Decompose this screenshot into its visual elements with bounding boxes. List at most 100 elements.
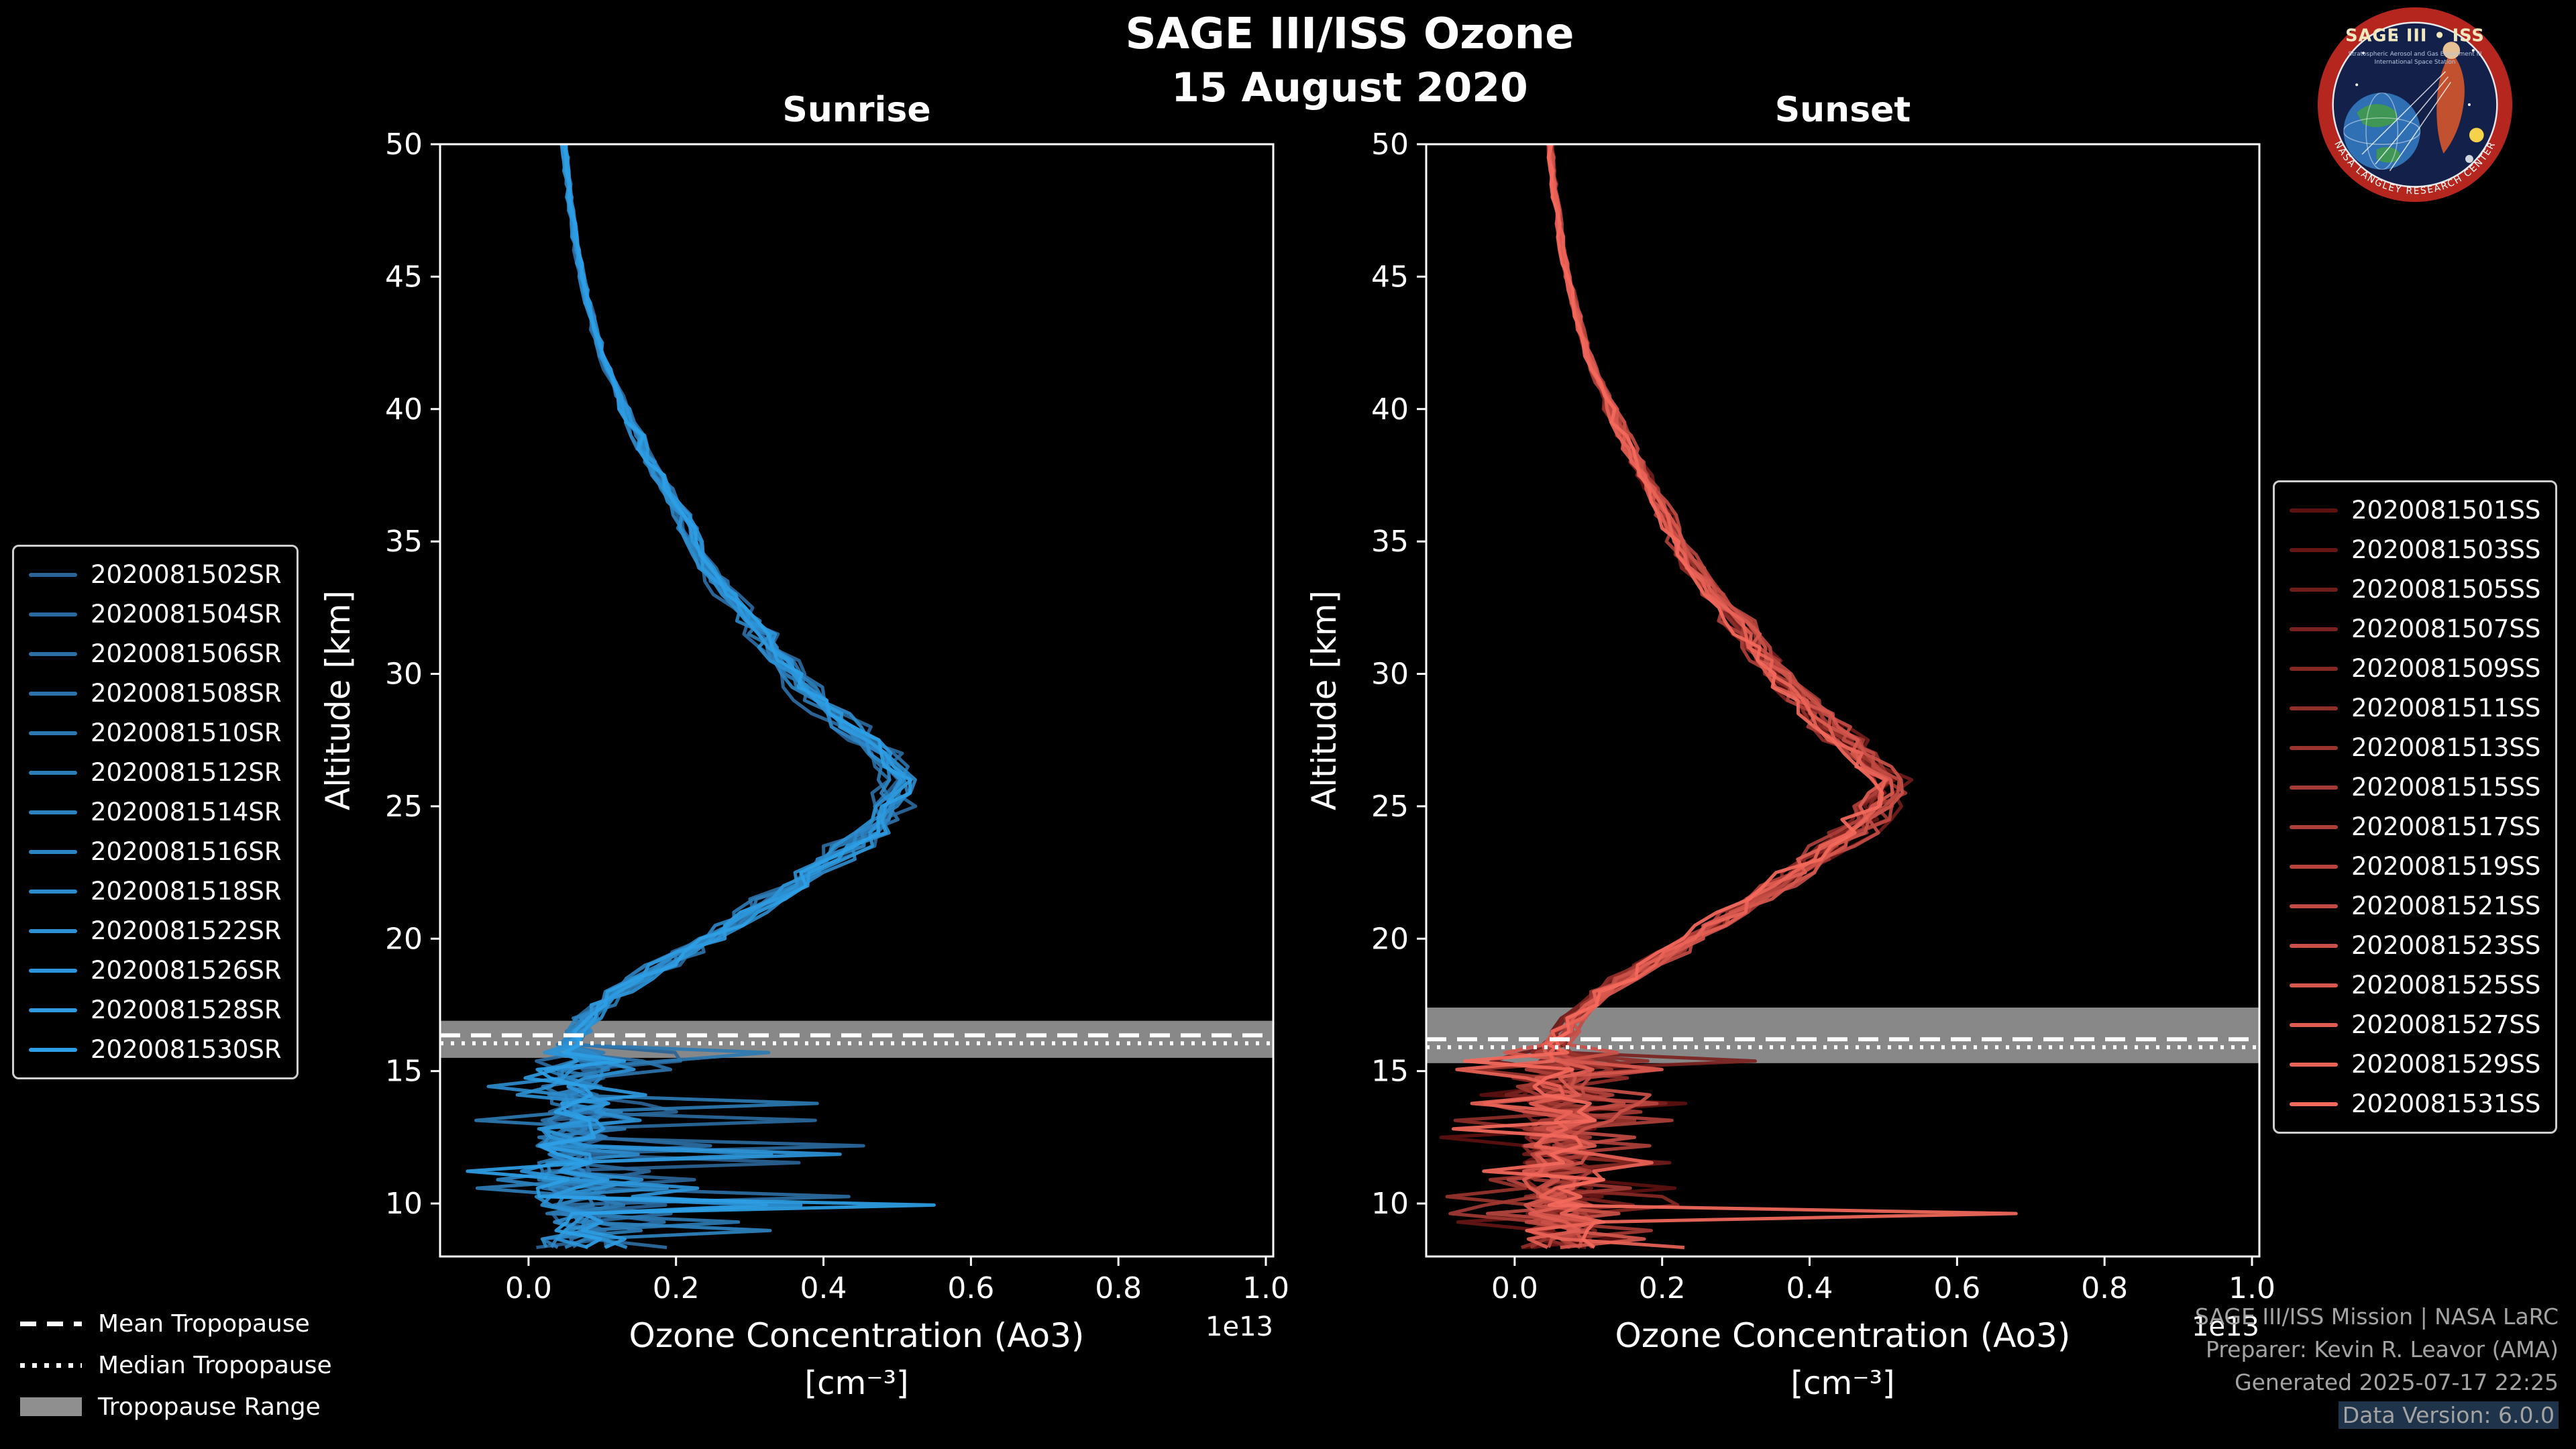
y-tick-label: 15 xyxy=(1371,1055,1409,1089)
x-tick-label: 0.4 xyxy=(800,1271,847,1305)
profile-line xyxy=(1455,144,1888,1250)
x-tick-label: 0.6 xyxy=(947,1271,994,1305)
credit-data-version: Data Version: 6.0.0 xyxy=(2195,1399,2559,1432)
legend-item: 2020081501SS xyxy=(2290,490,2540,530)
x-tick-label: 0.0 xyxy=(505,1271,552,1305)
legend-item: 2020081511SS xyxy=(2290,688,2540,728)
legend-label: 2020081530SR xyxy=(91,1035,282,1064)
legend-item: 2020081519SS xyxy=(2290,847,2540,886)
legend-item: 2020081518SR xyxy=(29,871,282,911)
legend-label: 2020081512SR xyxy=(91,758,282,787)
legend-label: 2020081505SS xyxy=(2351,575,2541,604)
y-tick-label: 35 xyxy=(1371,525,1409,559)
legend-item: 2020081515SS xyxy=(2290,767,2540,807)
legend-label: 2020081515SS xyxy=(2351,773,2541,802)
legend-item: 2020081516SR xyxy=(29,832,282,871)
legend-line-swatch xyxy=(29,1008,77,1012)
legend-line-swatch xyxy=(2290,1062,2338,1067)
legend-label: 2020081523SS xyxy=(2351,931,2541,960)
legend-label: 2020081518SR xyxy=(91,877,282,906)
legend-label: Mean Tropopause xyxy=(98,1309,310,1338)
legend-line-swatch xyxy=(29,691,77,696)
legend-label: 2020081531SS xyxy=(2351,1089,2541,1118)
y-tick-label: 45 xyxy=(385,260,423,294)
y-tick-label: 30 xyxy=(385,657,423,692)
legend-line-swatch xyxy=(29,810,77,814)
y-tick-label: 20 xyxy=(1371,922,1409,956)
sunrise-plot: 0.0 0.2 0.4 0.6 0.8 1.0 10 15 20 25 30 35 40 45 50 1e13 xyxy=(385,127,1289,1342)
legend-line-swatch xyxy=(29,731,77,735)
legend-label: 2020081514SR xyxy=(91,798,282,826)
sun-icon xyxy=(2469,127,2484,143)
panel-title-sunrise: Sunrise xyxy=(782,90,931,130)
y-tick-label: 50 xyxy=(1371,127,1409,162)
profile-line xyxy=(1524,144,1901,1248)
legend-line-swatch xyxy=(29,889,77,894)
legend-item: 2020081529SS xyxy=(2290,1044,2540,1084)
x-tick-label: 0.4 xyxy=(1786,1271,1833,1305)
legend-line-swatch xyxy=(2290,1102,2338,1106)
sunrise-y-axis-label-wrap: Altitude [km] xyxy=(317,144,360,1256)
legend-item: 2020081530SR xyxy=(29,1030,282,1069)
legend-label: 2020081516SR xyxy=(91,837,282,866)
x-tick-label: 1.0 xyxy=(1242,1271,1289,1305)
legend-item: 2020081517SS xyxy=(2290,807,2540,847)
profile-line xyxy=(1448,144,1908,1249)
legend-item: 2020081509SS xyxy=(2290,649,2540,688)
x-tick-label: 0.2 xyxy=(653,1271,700,1305)
y-tick-label: 45 xyxy=(1371,260,1409,294)
legend-label: 2020081509SS xyxy=(2351,654,2541,683)
legend-line-swatch xyxy=(2290,627,2338,631)
y-axis-label: Altitude [km] xyxy=(1305,590,1344,810)
profile-line xyxy=(1456,144,1897,1250)
legend-label: 2020081504SR xyxy=(91,600,282,629)
x-axis-label: Ozone Concentration (Ao3) xyxy=(629,1316,1085,1355)
legend-label: 2020081508SR xyxy=(91,679,282,708)
x-tick-label: 1.0 xyxy=(2229,1271,2275,1305)
x-axis-label: Ozone Concentration (Ao3) xyxy=(1615,1316,2071,1355)
moon-icon xyxy=(2465,154,2473,163)
legend-label: 2020081517SS xyxy=(2351,812,2541,841)
legend-line-swatch xyxy=(2290,904,2338,908)
legend-label: 2020081521SS xyxy=(2351,892,2541,920)
axis-offset-label: 1e13 xyxy=(2192,1311,2259,1342)
legend-line-swatch xyxy=(2290,666,2338,671)
y-tick-label: 25 xyxy=(1371,790,1409,824)
legend-item: 2020081513SS xyxy=(2290,728,2540,767)
legend-line-swatch xyxy=(29,928,77,933)
legend-line-swatch xyxy=(2290,547,2338,552)
y-tick-label: 50 xyxy=(385,127,423,162)
y-tick-label: 35 xyxy=(385,525,423,559)
legend-line-swatch xyxy=(2290,983,2338,987)
legend-item: 2020081521SS xyxy=(2290,886,2540,926)
patch-subtitle-2: International Space Station xyxy=(2375,59,2456,66)
legend-item: 2020081505SS xyxy=(2290,570,2540,609)
legend-label: 2020081513SS xyxy=(2351,733,2541,762)
gray-band-swatch xyxy=(20,1397,82,1416)
legend-item: 2020081512SR xyxy=(29,753,282,792)
axes-frame xyxy=(1425,143,2261,1258)
legend-label: 2020081519SS xyxy=(2351,852,2541,881)
legend-line-swatch xyxy=(2290,745,2338,750)
y-tick-label: 40 xyxy=(385,392,423,427)
x-tick-label: 0.2 xyxy=(1639,1271,1686,1305)
figure-title: SAGE III/ISS Ozone xyxy=(1125,9,1574,59)
legend-item: 2020081504SR xyxy=(29,594,282,634)
sunset-plot: 0.0 0.2 0.4 0.6 0.8 1.0 10 15 20 25 30 35 40 45 50 1e13 xyxy=(1371,127,2275,1342)
legend-label: Median Tropopause xyxy=(98,1351,332,1379)
sunrise-legend: 2020081502SR 2020081504SR 2020081506SR 2020… xyxy=(12,545,299,1079)
legend-item: 2020081514SR xyxy=(29,792,282,832)
legend-line-swatch xyxy=(2290,785,2338,790)
patch-subtitle-1: Stratospheric Aerosol and Gas Experiment… xyxy=(2348,51,2481,58)
legend-item: 2020081527SS xyxy=(2290,1005,2540,1044)
sunset-legend: 2020081501SS 2020081503SS 2020081505SS 2020… xyxy=(2273,480,2558,1134)
axes-frame xyxy=(439,143,1275,1258)
legend-line-swatch xyxy=(2290,508,2338,513)
legend-item: 2020081531SS xyxy=(2290,1084,2540,1124)
axis-offset-label: 1e13 xyxy=(1205,1311,1273,1342)
legend-label: 2020081501SS xyxy=(2351,496,2541,525)
legend-line-swatch xyxy=(29,968,77,973)
legend-line-swatch xyxy=(2290,824,2338,829)
dotted-line-swatch xyxy=(20,1362,82,1368)
